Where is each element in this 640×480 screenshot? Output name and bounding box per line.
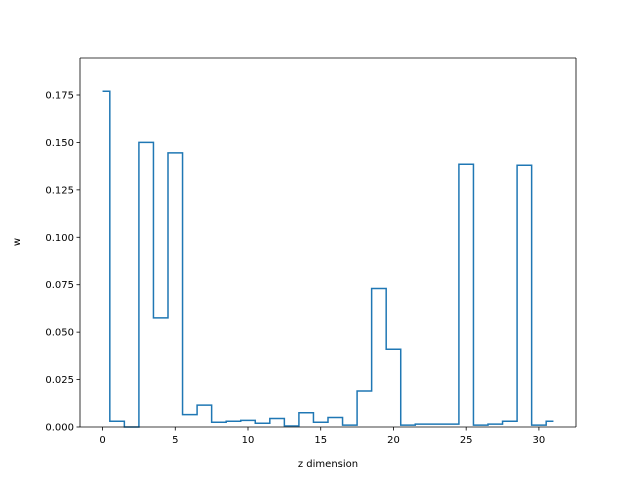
plot-area: 0 5 10 15 20 25 30 0.000 0.025 0.050 0.075 0.100 0.1… [45, 57, 577, 446]
x-tick-label: 30 [533, 435, 546, 446]
y-tick-label: 0.075 [45, 280, 74, 291]
x-tick-label: 25 [460, 435, 473, 446]
y-tick-label: 0.150 [45, 138, 74, 149]
step-series-line [102, 90, 554, 428]
y-tick-label: 0.050 [45, 328, 74, 339]
y-axis-label: w [12, 238, 23, 246]
x-tick-label: 10 [242, 435, 255, 446]
y-tick-label: 0.125 [45, 185, 74, 196]
y-tick-label: 0.000 [45, 423, 74, 434]
y-tick-label: 0.175 [45, 90, 74, 101]
x-axis-label: z dimension [298, 459, 358, 470]
y-tick-label: 0.100 [45, 233, 74, 244]
y-tick-label: 0.025 [45, 375, 74, 386]
x-tick-label: 0 [99, 435, 105, 446]
x-tick-label: 5 [172, 435, 178, 446]
x-tick-label: 20 [387, 435, 400, 446]
x-tick-label: 15 [314, 435, 327, 446]
